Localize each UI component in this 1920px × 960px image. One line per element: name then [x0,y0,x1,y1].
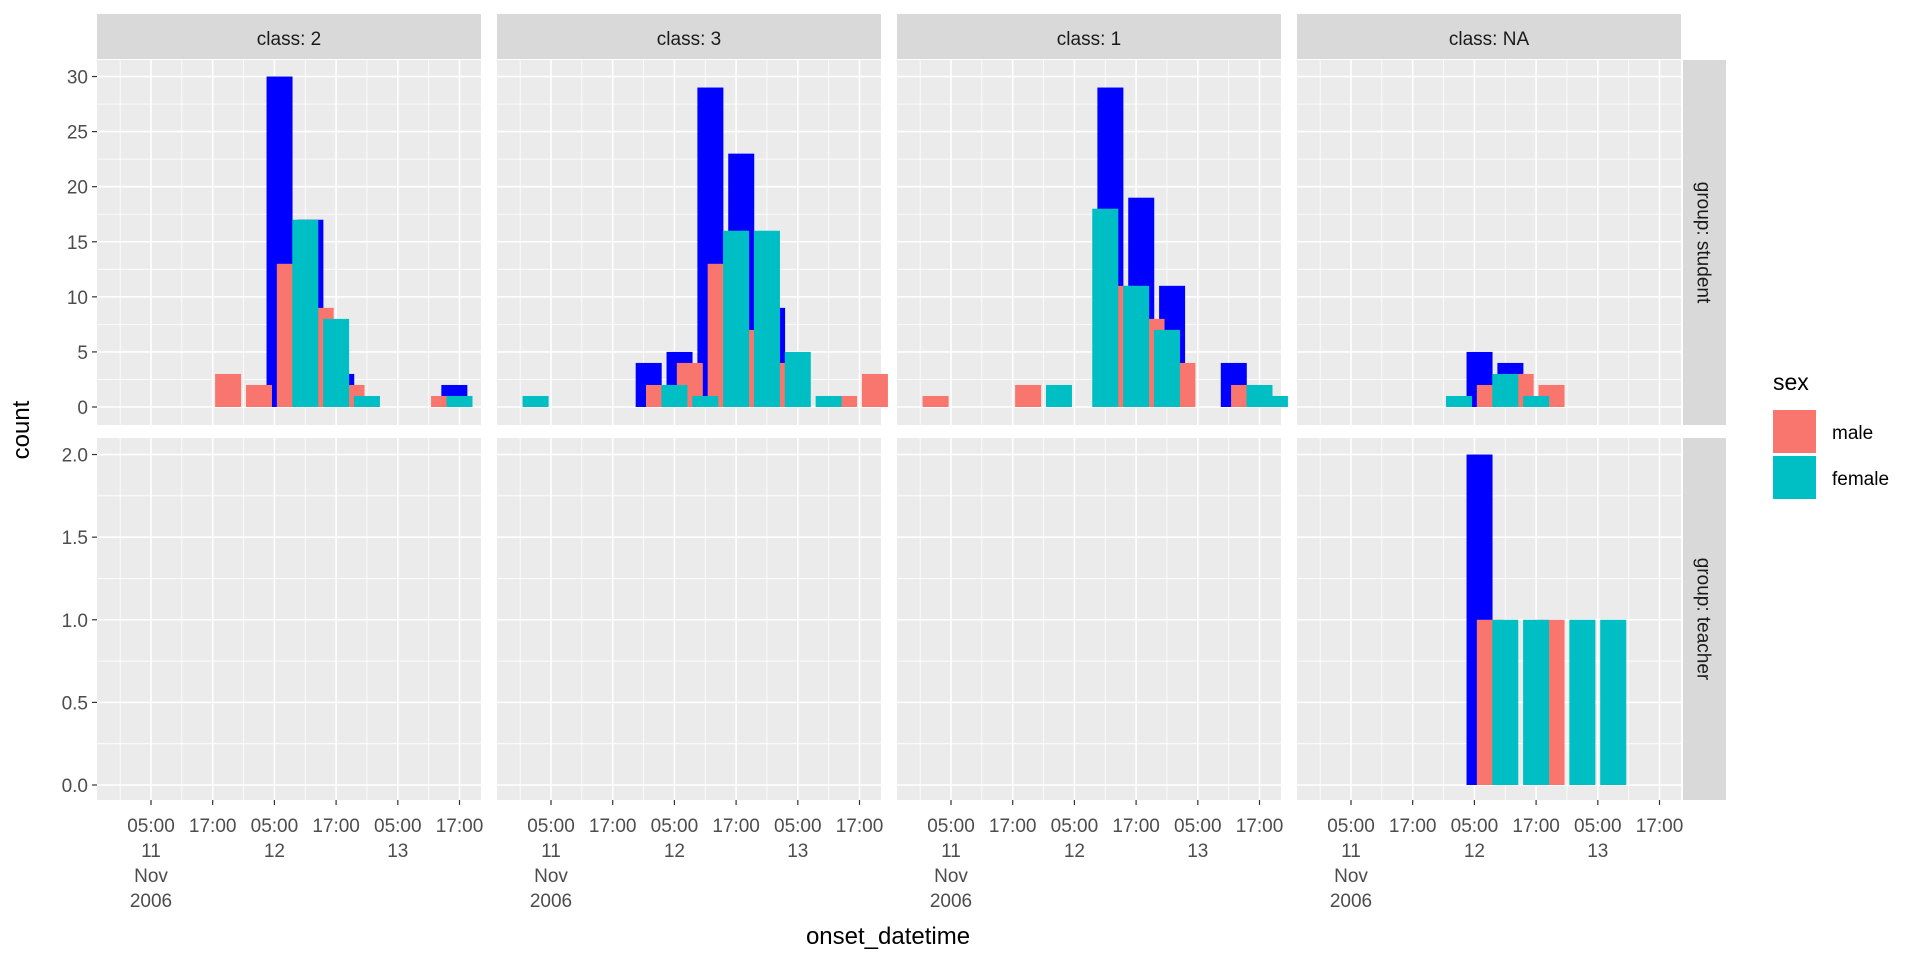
facet-row-strip [1683,60,1726,425]
x-tick-label: 05:00 13 [1174,816,1222,862]
x-tick-label: 05:00 12 [251,816,299,862]
female-bar [692,395,719,407]
y-tick-label: 0 [77,398,88,419]
female-bar [1492,373,1519,407]
x-tick-label: 05:00 12 [1451,816,1499,862]
facet-col-label: class: NA [1449,29,1530,50]
male-bar [831,395,858,407]
x-tick-label: 17:00 [989,816,1037,837]
y-tick-label: 1.5 [62,528,88,549]
female-bar [723,230,750,407]
female-bar [815,395,842,407]
panel-grid [97,438,481,800]
facet-strip [1297,14,1681,59]
legend-label-female: female [1832,469,1889,490]
panel-grid [497,438,881,800]
legend: sex male female [1773,369,1889,499]
facet-row-label: group: student [1693,182,1714,304]
legend-key-male [1773,410,1816,453]
female-bar [1569,619,1596,785]
x-tick-label: 17:00 [189,816,237,837]
x-tick-label: 05:00 11 Nov 2006 [927,816,975,912]
legend-label-male: male [1832,423,1873,444]
y-tick-label: 10 [67,288,88,309]
x-tick-label: 17:00 [589,816,637,837]
y-tick-label: 15 [67,233,88,254]
facet-col-label: class: 1 [1057,29,1121,50]
female-bar [1261,395,1288,407]
legend-key-female [1773,456,1816,499]
female-bar [661,384,688,407]
facet-row-strip [1683,438,1726,800]
female-bar [522,395,549,407]
x-tick-label: 05:00 11 Nov 2006 [1327,816,1375,912]
x-tick-label: 17:00 [436,816,484,837]
x-tick-label: 05:00 13 [774,816,822,862]
female-bar [1153,329,1180,407]
facet-col-label: class: 3 [657,29,721,50]
male-bar [245,384,272,407]
facet-strip [97,14,481,59]
x-tick-label: 17:00 [1636,816,1684,837]
x-tick-label: 05:00 12 [1051,816,1099,862]
y-tick-label: 0.5 [62,693,88,714]
x-tick-label: 05:00 11 Nov 2006 [527,816,575,912]
male-bar [861,373,888,407]
female-bar [292,219,319,407]
female-bar [323,318,350,407]
female-bar [1092,208,1119,407]
male-bar [922,395,949,407]
x-tick-label: 05:00 11 Nov 2006 [127,816,175,912]
y-tick-label: 0.0 [62,776,88,797]
facet-strip [897,14,1281,59]
female-bar [784,351,811,407]
facet-row-label: group: teacher [1693,558,1714,681]
male-bar [431,395,458,407]
y-axis-title: count [8,400,35,459]
female-bar [1123,285,1150,407]
x-tick-label: 17:00 [1112,816,1160,837]
y-tick-label: 20 [67,178,88,199]
y-tick-label: 30 [67,68,88,89]
x-tick-label: 17:00 [312,816,360,837]
female-bar [1045,384,1072,407]
x-tick-label: 17:00 [1236,816,1284,837]
male-bar [1015,384,1042,407]
female-bar [1600,619,1627,785]
x-tick-label: 17:00 [712,816,760,837]
male-bar [215,373,242,407]
x-axis-title: onset_datetime [806,923,970,950]
x-tick-label: 05:00 12 [651,816,699,862]
y-tick-label: 25 [67,123,88,144]
y-tick-label: 5 [77,343,88,364]
female-bar [1492,619,1519,785]
panel-grid [897,60,1281,425]
female-bar [1523,395,1550,407]
female-bar [353,395,380,407]
facet-col-label: class: 2 [257,29,321,50]
female-bar [1523,619,1550,785]
x-tick-label: 17:00 [1389,816,1437,837]
female-bar [1445,395,1472,407]
y-tick-label: 1.0 [62,611,88,632]
legend-title: sex [1773,369,1809,395]
x-tick-label: 05:00 13 [374,816,422,862]
female-bar [753,230,780,407]
x-tick-label: 05:00 13 [1574,816,1622,862]
x-tick-label: 17:00 [1512,816,1560,837]
facet-strip [497,14,881,59]
panel-grid [897,438,1281,800]
x-tick-label: 17:00 [836,816,884,837]
y-tick-label: 2.0 [62,446,88,467]
facet-panels: class: 2 class: 3 class: 1 class: NA group: … [62,14,1726,912]
female-bar [446,395,473,407]
